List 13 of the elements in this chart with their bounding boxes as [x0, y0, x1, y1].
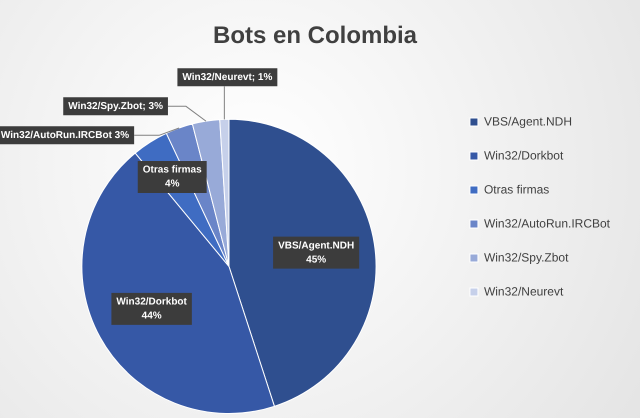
legend-label: VBS/Agent.NDH: [484, 114, 572, 128]
legend-label: Otras firmas: [484, 182, 550, 196]
legend-label: Win32/Spy.Zbot: [484, 250, 570, 264]
data-label: Otras firmas 4%: [142, 164, 202, 190]
legend-label: Win32/AutoRun.IRCBot: [484, 216, 611, 230]
data-label: Win32/AutoRun.IRCBot 3%: [0, 130, 130, 142]
legend-label: Win32/Dorkbot: [484, 148, 564, 162]
data-label: Win32/Neurevt; 1%: [182, 72, 272, 84]
data-label: Win32/Dorkbot 44%: [116, 296, 188, 322]
legend-label: Win32/Neurevt: [484, 284, 564, 298]
data-label: Win32/Spy.Zbot; 3%: [68, 101, 164, 112]
data-label: VBS/Agent.NDH 45%: [278, 240, 354, 266]
chart-title: Bots en Colombia: [212, 22, 418, 50]
